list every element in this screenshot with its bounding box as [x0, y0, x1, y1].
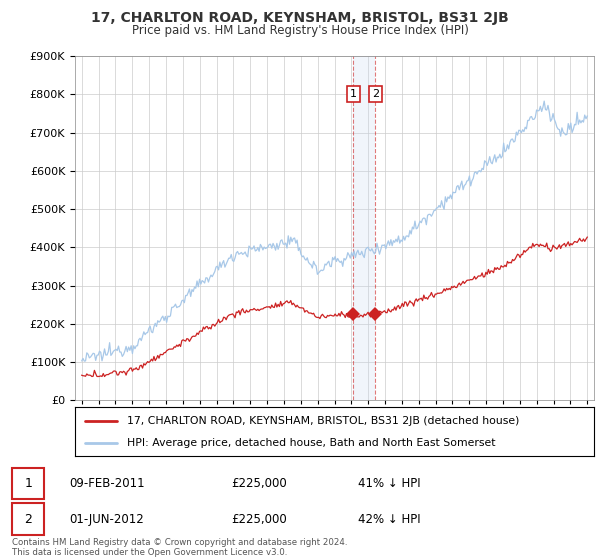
- Text: £225,000: £225,000: [231, 477, 287, 491]
- Text: 2: 2: [372, 89, 379, 99]
- Text: £225,000: £225,000: [231, 512, 287, 526]
- Text: 01-JUN-2012: 01-JUN-2012: [70, 512, 145, 526]
- Text: 1: 1: [350, 89, 357, 99]
- Text: 17, CHARLTON ROAD, KEYNSHAM, BRISTOL, BS31 2JB: 17, CHARLTON ROAD, KEYNSHAM, BRISTOL, BS…: [91, 11, 509, 25]
- Text: 41% ↓ HPI: 41% ↓ HPI: [358, 477, 420, 491]
- Text: 09-FEB-2011: 09-FEB-2011: [70, 477, 145, 491]
- Text: Price paid vs. HM Land Registry's House Price Index (HPI): Price paid vs. HM Land Registry's House …: [131, 24, 469, 36]
- Text: 17, CHARLTON ROAD, KEYNSHAM, BRISTOL, BS31 2JB (detached house): 17, CHARLTON ROAD, KEYNSHAM, BRISTOL, BS…: [127, 416, 519, 426]
- Bar: [353, 56, 375, 400]
- Bar: [12, 503, 44, 535]
- Bar: [12, 468, 44, 500]
- Text: 42% ↓ HPI: 42% ↓ HPI: [358, 512, 420, 526]
- Text: 2: 2: [24, 512, 32, 526]
- Text: Contains HM Land Registry data © Crown copyright and database right 2024.
This d: Contains HM Land Registry data © Crown c…: [12, 538, 347, 557]
- Text: 1: 1: [24, 477, 32, 491]
- Text: HPI: Average price, detached house, Bath and North East Somerset: HPI: Average price, detached house, Bath…: [127, 437, 496, 447]
